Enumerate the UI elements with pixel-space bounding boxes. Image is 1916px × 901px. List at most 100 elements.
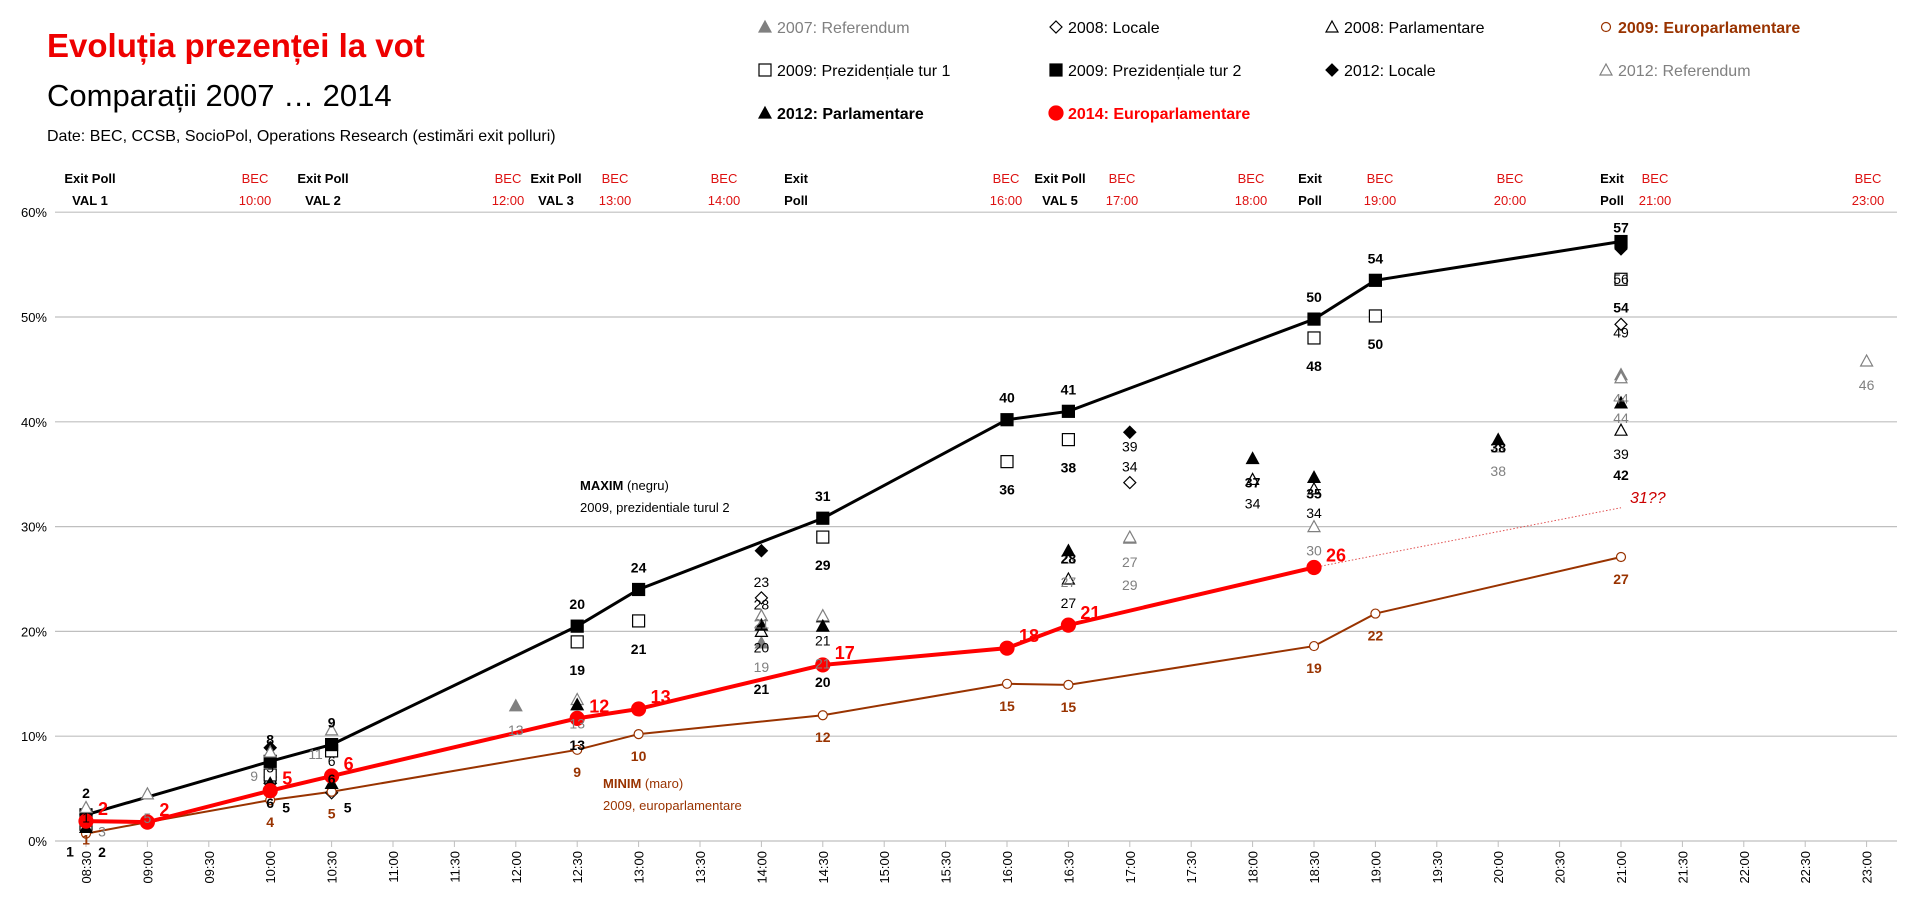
circle-open-marker (1001, 678, 1013, 689)
data-label: 42 (1613, 467, 1629, 483)
triangle-open-marker (1245, 472, 1260, 486)
square-filled-marker (325, 737, 339, 752)
x-tick-label: 19:30 (1430, 851, 1445, 884)
legend-label: 2012: Locale (1344, 63, 1436, 80)
triangle-open-marker (754, 624, 769, 638)
top-marker-line2: Poll (1600, 193, 1624, 208)
x-tick-label: 23:00 (1860, 851, 1875, 884)
data-label: 6 (344, 754, 354, 774)
data-label: 57 (1613, 220, 1629, 236)
legend-marker (758, 63, 772, 77)
data-label: 38 (1490, 440, 1506, 456)
triangle-open-marker (1491, 439, 1506, 453)
data-label: 19 (569, 662, 585, 678)
data-label: 36 (999, 482, 1015, 498)
legend-marker (757, 105, 773, 119)
gridlines (55, 211, 1897, 842)
data-label: 27 (1061, 595, 1077, 611)
data-label: 39 (1613, 446, 1629, 462)
circle-filled-marker (78, 813, 94, 829)
top-marker-line1: Exit (784, 171, 809, 186)
data-label: 28 (754, 597, 770, 613)
data-label: 44 (1613, 410, 1629, 426)
max-annotation: MAXIM (negru) (580, 478, 669, 493)
data-label: 34 (1122, 459, 1138, 475)
chart-source: Date: BEC, CCSB, SocioPol, Operations Re… (47, 128, 556, 145)
triangle-open-marker (1122, 529, 1137, 543)
circle-filled-marker (262, 783, 278, 799)
data-label: 20 (815, 674, 831, 690)
data-label: 34 (1306, 505, 1322, 521)
axes: 0% 10% 20% 30% 40% 50% 60% 08:30 09:00 09:30 10:00… (21, 205, 1875, 883)
data-label: 5 (344, 799, 352, 815)
x-tick-label: 20:30 (1553, 851, 1568, 884)
data-label: 27 (1122, 554, 1138, 570)
x-tick-label: 16:00 (1000, 851, 1015, 884)
legend-label: 2008: Locale (1068, 20, 1160, 37)
data-label: 5 (282, 769, 292, 789)
data-label: 23 (754, 574, 770, 590)
data-label: 24 (631, 559, 647, 575)
triangle-filled-marker (754, 635, 769, 649)
data-label: 50 (1368, 336, 1384, 352)
circle-open-marker (1370, 608, 1381, 619)
data-label: 9 (250, 768, 258, 784)
y-tick-label: 50% (21, 310, 47, 325)
triangle-open-marker (78, 800, 94, 814)
top-marker-line2: 19:00 (1364, 193, 1397, 208)
max-annotation-rest: (negru) (623, 478, 669, 493)
data-label: 9 (328, 715, 336, 731)
data-label: 50 (1306, 289, 1322, 305)
data-label: 6 (266, 795, 274, 811)
data-label: 2 (82, 785, 90, 801)
triangle-filled-marker (1061, 543, 1076, 557)
legend-marker (1049, 63, 1063, 77)
data-label: 2 (159, 800, 169, 820)
x-tick-label: 13:30 (693, 851, 708, 884)
data-label: 9 (573, 764, 581, 780)
x-tick-label: 12:30 (570, 851, 585, 884)
square-filled-marker (570, 619, 584, 633)
circle-filled-marker (569, 710, 585, 726)
data-label: 21 (815, 656, 831, 672)
x-tick-label: 11:00 (386, 851, 401, 883)
data-label: 30 (1306, 543, 1322, 559)
triangle-filled-marker (1491, 432, 1506, 446)
circle-filled-marker (324, 768, 340, 784)
projection-line (1313, 507, 1622, 568)
top-marker-line2: 16:00 (990, 193, 1023, 208)
data-label: 3 (98, 823, 106, 839)
series-line (85, 556, 1622, 835)
data-label: 5 (144, 810, 152, 826)
triangle-open-marker (1613, 370, 1629, 384)
top-marker-line1: BEC (1642, 171, 1669, 186)
top-marker-line2: 18:00 (1235, 193, 1268, 208)
top-marker-line1: Exit Poll (64, 171, 115, 186)
top-marker-line1: BEC (602, 171, 629, 186)
data-label: 21 (815, 633, 831, 649)
diamond-open-marker (754, 591, 769, 605)
data-label: 21 (631, 641, 647, 657)
data-label: 6 (328, 753, 336, 769)
series-lines (85, 240, 1622, 835)
diamond-filled-marker (1614, 242, 1628, 256)
circle-filled-marker (1060, 617, 1077, 633)
data-label: 13 (508, 722, 524, 738)
y-tick-label: 40% (21, 415, 47, 430)
legend-marker (1598, 62, 1614, 76)
min-annotation-line2: 2009, europarlamentare (603, 798, 742, 813)
triangle-open-marker (140, 786, 155, 800)
y-tick-label: 10% (21, 729, 47, 744)
legend-label: 2008: Parlamentare (1344, 20, 1485, 37)
triangle-filled-marker (815, 618, 830, 632)
data-label: 6 (328, 771, 336, 787)
square-filled-marker (1307, 312, 1321, 326)
data-label: 20 (569, 596, 585, 612)
top-marker-line1: Exit (1298, 171, 1323, 186)
data-label: 11 (308, 746, 323, 762)
square-open-marker (570, 635, 584, 649)
legend-marker (1049, 20, 1063, 34)
data-label: 40 (999, 390, 1015, 406)
circle-open-marker (1615, 551, 1627, 563)
